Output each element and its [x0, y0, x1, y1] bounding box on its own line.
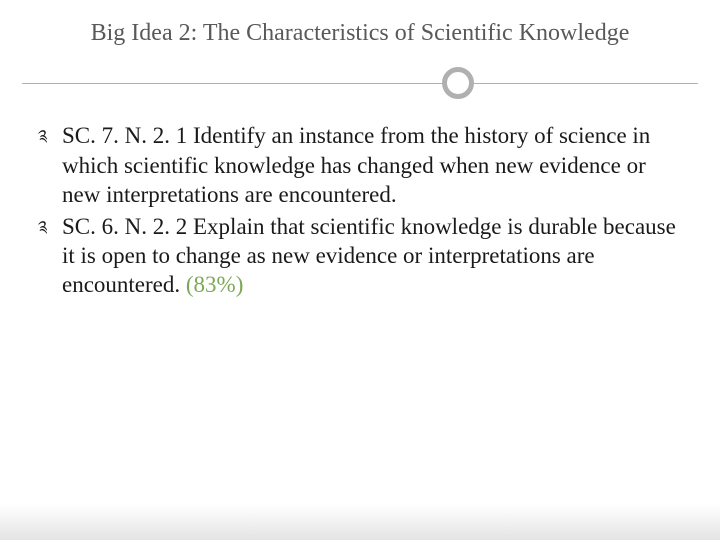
bullet-marker-icon: ༉	[38, 218, 48, 238]
bullet-code: SC. 6. N. 2. 2	[62, 214, 187, 239]
bullet-marker-icon: ༉	[38, 127, 48, 147]
title-divider	[0, 63, 720, 103]
bullet-code: SC. 7. N. 2. 1	[62, 123, 187, 148]
divider-line	[22, 83, 698, 84]
bullet-item: ༉ SC. 6. N. 2. 2 Explain that scientific…	[38, 212, 682, 300]
slide-title: Big Idea 2: The Characteristics of Scien…	[28, 18, 692, 49]
divider-circle-icon	[442, 67, 474, 99]
footer-gradient	[0, 504, 720, 540]
bullet-pct: (83%)	[186, 272, 243, 297]
title-area: Big Idea 2: The Characteristics of Scien…	[0, 0, 720, 49]
content-area: ༉ SC. 7. N. 2. 1 Identify an instance fr…	[0, 103, 720, 300]
bullet-item: ༉ SC. 7. N. 2. 1 Identify an instance fr…	[38, 121, 682, 209]
slide: Big Idea 2: The Characteristics of Scien…	[0, 0, 720, 540]
